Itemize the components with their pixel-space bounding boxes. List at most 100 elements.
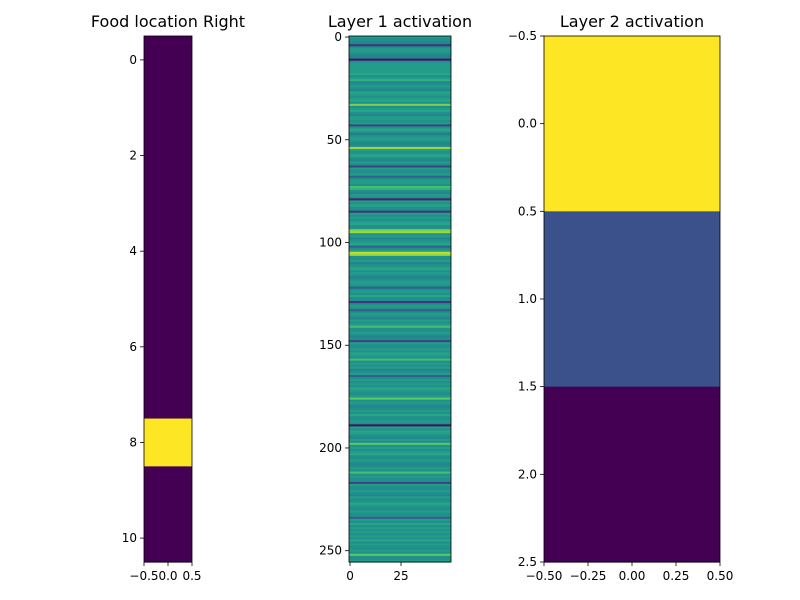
heatmap-cell — [144, 514, 192, 563]
chart-title: Layer 1 activation — [328, 12, 472, 31]
heatmap-cell — [349, 83, 451, 86]
heatmap-cell — [349, 327, 451, 331]
heatmap-cell — [349, 93, 451, 97]
heatmap-cell — [349, 438, 451, 442]
x-tick-label: −0.50 — [526, 569, 563, 583]
y-tick-label: 250 — [319, 544, 342, 558]
heatmap-cell — [349, 461, 451, 464]
y-tick-label: 0.0 — [518, 117, 537, 131]
heatmap-cell — [349, 151, 451, 154]
heatmap-cell — [349, 134, 451, 138]
heatmap-cell — [349, 352, 451, 356]
heatmap-cell — [349, 356, 451, 360]
heatmap-cell — [349, 366, 451, 370]
heatmap-cell — [349, 81, 451, 84]
heatmap-cell — [349, 264, 451, 267]
heatmap-cell — [349, 451, 451, 454]
heatmap-cell — [349, 179, 451, 183]
heatmap-cell — [349, 175, 451, 179]
heatmap-cell — [349, 126, 451, 130]
heatmap-cell — [349, 422, 451, 425]
x-tick-label: 0 — [346, 569, 354, 583]
heatmap-cell — [144, 322, 192, 372]
heatmap-cell — [349, 502, 451, 506]
heatmap-cell — [349, 321, 451, 325]
heatmap-cell — [349, 50, 451, 54]
heatmap-cell — [349, 434, 451, 438]
heatmap-cell — [349, 471, 451, 475]
heatmap-cell — [349, 395, 451, 399]
heatmap-cell — [144, 131, 192, 181]
heatmap-cell — [349, 202, 451, 206]
heatmap-cell — [349, 372, 451, 376]
heatmap-cell — [349, 525, 451, 528]
heatmap-cell — [349, 387, 451, 390]
heatmap-cell — [349, 157, 451, 160]
heatmap-cell — [349, 235, 451, 238]
heatmap-cell — [349, 549, 451, 553]
heatmap-cell — [349, 498, 451, 501]
heatmap-cell — [349, 66, 451, 70]
y-tick-label: 2 — [129, 149, 137, 163]
heatmap-cell — [349, 284, 451, 288]
heatmap-cell — [349, 348, 451, 351]
heatmap-cell — [349, 268, 451, 271]
heatmap-cell — [349, 299, 451, 302]
heatmap-cell — [349, 448, 451, 452]
heatmap-cell — [349, 354, 451, 358]
heatmap-cell — [349, 270, 451, 273]
heatmap-cell — [349, 399, 451, 403]
heatmap-cell — [349, 247, 451, 251]
heatmap-cell — [349, 155, 451, 158]
heatmap-cell — [349, 173, 451, 177]
x-tick-label: 0.0 — [158, 569, 177, 583]
heatmap-cell — [349, 153, 451, 156]
heatmap-cell — [349, 118, 451, 121]
heatmap-cell — [349, 522, 451, 526]
heatmap-cell — [349, 311, 451, 314]
heatmap-cell — [349, 149, 451, 152]
heatmap-cell — [349, 309, 451, 312]
heatmap-cell — [349, 40, 451, 43]
heatmap-cell — [349, 364, 451, 368]
heatmap-cell — [349, 274, 451, 277]
heatmap-cell — [349, 233, 451, 236]
heatmap-cell — [349, 405, 451, 409]
heatmap-cell — [349, 62, 451, 66]
heatmap-cell — [349, 485, 451, 489]
heatmap-cell — [349, 87, 451, 91]
y-tick-label: 150 — [319, 338, 342, 352]
heatmap-cell — [349, 214, 451, 218]
heatmap-cell — [349, 101, 451, 105]
heatmap-cell — [349, 292, 451, 296]
y-tick-label: 6 — [129, 340, 137, 354]
heatmap-cell — [349, 251, 451, 255]
heatmap-cell — [349, 194, 451, 197]
heatmap-cell — [349, 140, 451, 144]
heatmap-cell — [349, 278, 451, 282]
heatmap-cell — [349, 479, 451, 483]
heatmap-cell — [349, 412, 451, 415]
heatmap-cell — [349, 539, 451, 543]
heatmap-cell — [349, 512, 451, 516]
heatmap-cell — [349, 535, 451, 538]
heatmap-cell — [349, 56, 451, 60]
heatmap-cell — [349, 290, 451, 294]
heatmap-cell — [349, 504, 451, 508]
y-tick-label: 50 — [327, 133, 342, 147]
heatmap-cell — [349, 146, 451, 150]
y-tick-label: 2.0 — [518, 467, 537, 481]
heatmap-cell — [349, 171, 451, 175]
heatmap-cell — [349, 475, 451, 479]
heatmap-cell — [349, 407, 451, 411]
heatmap-cell — [349, 397, 451, 401]
panel-layer2-activation: Layer 2 activation −0.5 0.0 0.5 1.0 1.5 2.0 2.5… — [508, 12, 734, 583]
y-tick-label: 2.5 — [518, 555, 537, 569]
heatmap-cell — [349, 319, 451, 323]
heatmap-cell — [349, 38, 451, 41]
heatmap-cell — [349, 91, 451, 95]
heatmap-cell — [349, 543, 451, 547]
heatmap-cell — [349, 329, 451, 333]
heatmap-cell — [349, 483, 451, 487]
heatmap-cell — [349, 183, 451, 187]
